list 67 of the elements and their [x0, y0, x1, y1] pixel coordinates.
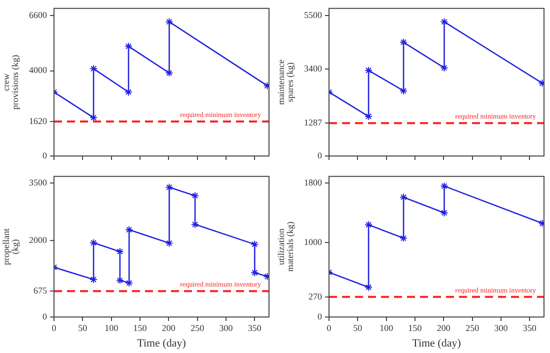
point — [165, 18, 174, 26]
x-tick-label: 250 — [466, 322, 480, 333]
point — [125, 278, 134, 287]
y-tick-label: 1800 — [304, 177, 322, 188]
y-tick-label: 0 — [42, 150, 48, 160]
x-tick-label: 350 — [522, 322, 537, 333]
point — [124, 88, 133, 96]
point — [116, 248, 124, 256]
point — [165, 183, 174, 192]
point — [364, 220, 373, 229]
y-tick-label: 1287 — [304, 117, 322, 128]
y-tick-label: 4000 — [29, 65, 48, 76]
x-tick-label: 300 — [219, 322, 234, 333]
point — [400, 38, 408, 46]
point — [364, 283, 373, 292]
point — [116, 276, 124, 284]
point — [400, 86, 408, 95]
y-tick-label: 5500 — [304, 10, 322, 20]
point — [364, 66, 373, 74]
x-tick-label: 350 — [248, 322, 262, 333]
point — [125, 226, 134, 234]
y-tick-label: 1620 — [29, 116, 48, 126]
x-tick-label: 150 — [408, 322, 422, 333]
x-tick-label: 0 — [326, 322, 332, 333]
x-tick-label: 50 — [353, 322, 363, 333]
point — [440, 208, 448, 217]
y-tick-label: 2000 — [29, 234, 48, 245]
point — [191, 220, 200, 228]
y-tick-label: 0 — [318, 311, 322, 322]
y-tick-label: 0 — [318, 150, 322, 160]
y-tick-label: 3500 — [29, 177, 48, 188]
x-axis-title: Time (day) — [137, 337, 186, 350]
y-tick-label: 6600 — [29, 10, 48, 20]
point — [90, 238, 98, 247]
x-tick-label: 100 — [104, 322, 119, 333]
point — [440, 182, 448, 190]
point — [400, 193, 408, 202]
point — [124, 42, 133, 50]
x-tick-label: 50 — [78, 322, 88, 333]
x-tick-label: 0 — [52, 322, 57, 333]
x-tick-label: 100 — [380, 322, 394, 333]
y-axis-title: maintenance spares (kg) — [276, 59, 295, 105]
x-tick-label: 200 — [162, 322, 176, 333]
point — [165, 239, 174, 248]
point — [90, 276, 98, 284]
y-tick-label: 675 — [34, 286, 48, 296]
point — [191, 192, 200, 200]
point — [364, 112, 373, 120]
y-tick-label: 0 — [42, 311, 48, 322]
point — [440, 64, 448, 72]
point — [440, 18, 448, 26]
point — [165, 68, 174, 77]
point — [250, 240, 259, 248]
x-tick-label: 250 — [190, 322, 205, 333]
point — [90, 64, 98, 73]
y-axis-title: propellant (kg) — [0, 228, 20, 265]
x-axis-title: Time (day) — [412, 337, 462, 350]
point — [400, 234, 408, 242]
x-tick-label: 150 — [133, 322, 148, 333]
y-axis-title: utilization materials (kg) — [276, 222, 295, 272]
y-tick-label: 270 — [308, 291, 322, 302]
y-axis-title: crew provisions (kg) — [0, 54, 20, 110]
x-tick-label: 200 — [436, 322, 451, 333]
point — [250, 268, 259, 277]
x-tick-label: 300 — [494, 322, 508, 333]
y-tick-label: 1000 — [304, 236, 322, 247]
y-tick-label: 3400 — [304, 63, 322, 74]
